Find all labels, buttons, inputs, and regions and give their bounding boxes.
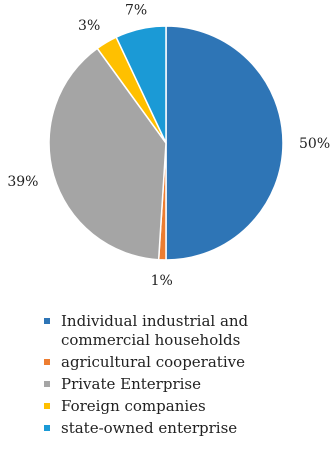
legend-item: Foreign companies (44, 397, 324, 416)
legend-marker (44, 425, 50, 431)
legend-marker (44, 359, 50, 365)
pie-chart-svg: 50% 1% 39% 3% 7% (7, 2, 330, 289)
legend-marker (44, 381, 50, 387)
pie-slice (48, 47, 167, 261)
pie-value-labels: 50% 1% 39% 3% 7% (7, 2, 330, 289)
pie-value-label: 7% (125, 2, 147, 18)
legend-label: Private Enterprise (61, 375, 201, 393)
legend-marker (44, 403, 50, 409)
pie-value-label: 1% (151, 273, 173, 289)
pie-value-label: 39% (7, 174, 38, 190)
pie-slice (115, 25, 167, 144)
chart-legend: Individual industrial and commercial hou… (44, 312, 324, 441)
legend-label: state-owned enterprise (61, 419, 238, 437)
legend-marker (44, 318, 50, 324)
pie-value-label: 3% (78, 18, 100, 34)
legend-label: Foreign companies (61, 397, 206, 415)
pie-slice (165, 25, 284, 261)
pie-value-label: 50% (299, 136, 330, 152)
legend-label: Individual industrial and commercial hou… (61, 312, 249, 349)
legend-item: Individual industrial and commercial hou… (44, 312, 324, 350)
legend-label: agricultural cooperative (61, 353, 245, 371)
legend-item: state-owned enterprise (44, 419, 324, 438)
pie-slices (48, 25, 284, 261)
legend-item: Private Enterprise (44, 375, 324, 394)
legend-item: agricultural cooperative (44, 353, 324, 372)
